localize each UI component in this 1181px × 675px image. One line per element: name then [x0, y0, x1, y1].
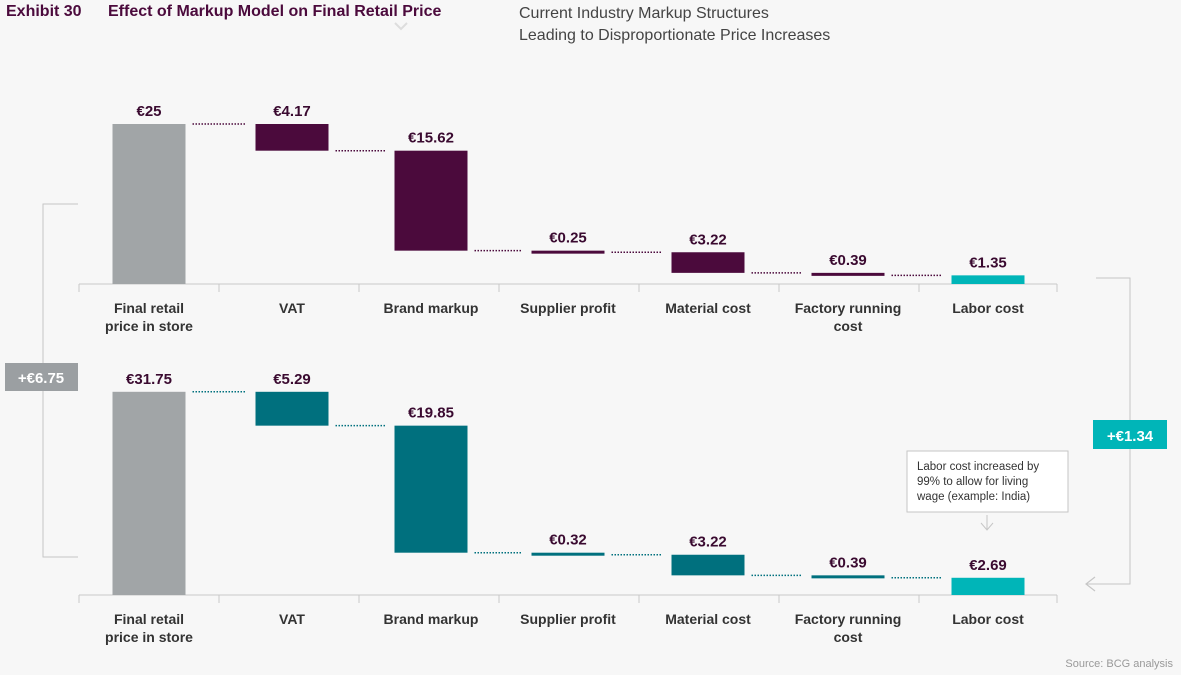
bar-factory-running-cost [811, 272, 885, 276]
x-tick-label: VAT [279, 300, 305, 316]
x-tick-label: Supplier profit [520, 611, 616, 627]
x-tick-label: Factory running [795, 611, 902, 627]
bar-labor-cost [951, 275, 1025, 284]
bar-brand-markup [394, 425, 468, 553]
value-label: €0.39 [829, 252, 867, 269]
total-difference-bracket: +€6.75 [5, 203, 78, 558]
x-tick-label: Final retail [114, 300, 184, 316]
bar-final-retail-price-in-store [112, 391, 186, 595]
exhibit-number: Exhibit 30 [6, 3, 82, 20]
bar-vat [255, 124, 329, 151]
labor-note-callout: Labor cost increased by 99% to allow for … [906, 450, 1069, 531]
x-tick-label: Brand markup [384, 300, 479, 316]
value-label: €31.75 [126, 371, 172, 388]
note-text-line: wage (example: India) [916, 491, 1030, 503]
bar-final-retail-price-in-store [112, 124, 186, 284]
value-label: €3.22 [689, 534, 727, 551]
bar-labor-cost [951, 577, 1025, 595]
chart-subtitle: Current Industry Markup Structures Leadi… [519, 3, 830, 47]
bar-factory-running-cost [811, 575, 885, 579]
x-tick-label: Factory running [795, 300, 902, 316]
bar-material-cost [671, 554, 745, 576]
proposed-markup-chart: €31.75 Final retail price in store €5.29 VAT… [78, 371, 1058, 645]
value-label: €1.35 [969, 254, 1007, 271]
x-tick-label: cost [834, 318, 863, 334]
x-tick-label: Material cost [665, 611, 751, 627]
value-label: €0.32 [549, 532, 587, 549]
chart-title: Effect of Markup Model on Final Retail P… [108, 3, 442, 20]
subtitle-line-1: Current Industry Markup Structures [519, 5, 769, 22]
x-tick-label: Labor cost [952, 611, 1024, 627]
note-box [906, 450, 1069, 513]
note-text-line: 99% to allow for living [917, 476, 1028, 488]
arrow-head [980, 522, 994, 531]
bar-brand-markup [394, 150, 468, 251]
total-difference-badge [5, 363, 78, 391]
value-label: €25 [136, 103, 161, 120]
x-tick-label: Labor cost [952, 300, 1024, 316]
labor-difference-bracket: +€1.34 [1085, 277, 1167, 592]
labor-difference-label: +€1.34 [1107, 428, 1154, 445]
total-difference-label: +€6.75 [18, 370, 64, 387]
source-note: Source: BCG analysis [1065, 658, 1173, 670]
value-label: €15.62 [408, 130, 454, 147]
x-tick-label: Final retail [114, 611, 184, 627]
labor-difference-badge [1093, 420, 1167, 449]
header: Exhibit 30 Effect of Markup Model on Fin… [0, 0, 1181, 50]
x-tick-label: VAT [279, 611, 305, 627]
x-tick-label: Brand markup [384, 611, 479, 627]
current-markup-chart: €25 Final retail price in store €4.17 VAT €15… [78, 103, 1058, 334]
chevron-down-icon [394, 22, 408, 31]
value-label: €4.17 [273, 103, 311, 120]
value-label: €3.22 [689, 231, 727, 248]
bar-vat [255, 391, 329, 426]
value-label: €19.85 [408, 405, 454, 422]
x-tick-label: Material cost [665, 300, 751, 316]
value-label: €0.39 [829, 554, 867, 571]
value-label: €0.25 [549, 230, 587, 247]
subtitle-line-2: Leading to Disproportionate Price Increa… [519, 27, 831, 44]
x-tick-label: Supplier profit [520, 300, 616, 316]
bar-supplier-profit [531, 250, 605, 254]
note-text-line: Labor cost increased by [917, 461, 1039, 473]
bar-supplier-profit [531, 552, 605, 556]
bar-material-cost [671, 252, 745, 273]
x-tick-label: price in store [105, 629, 193, 645]
x-tick-label: cost [834, 629, 863, 645]
arrow-left-icon [1085, 576, 1096, 592]
x-tick-label: price in store [105, 318, 193, 334]
value-label: €5.29 [273, 371, 311, 388]
value-label: €2.69 [969, 557, 1007, 574]
